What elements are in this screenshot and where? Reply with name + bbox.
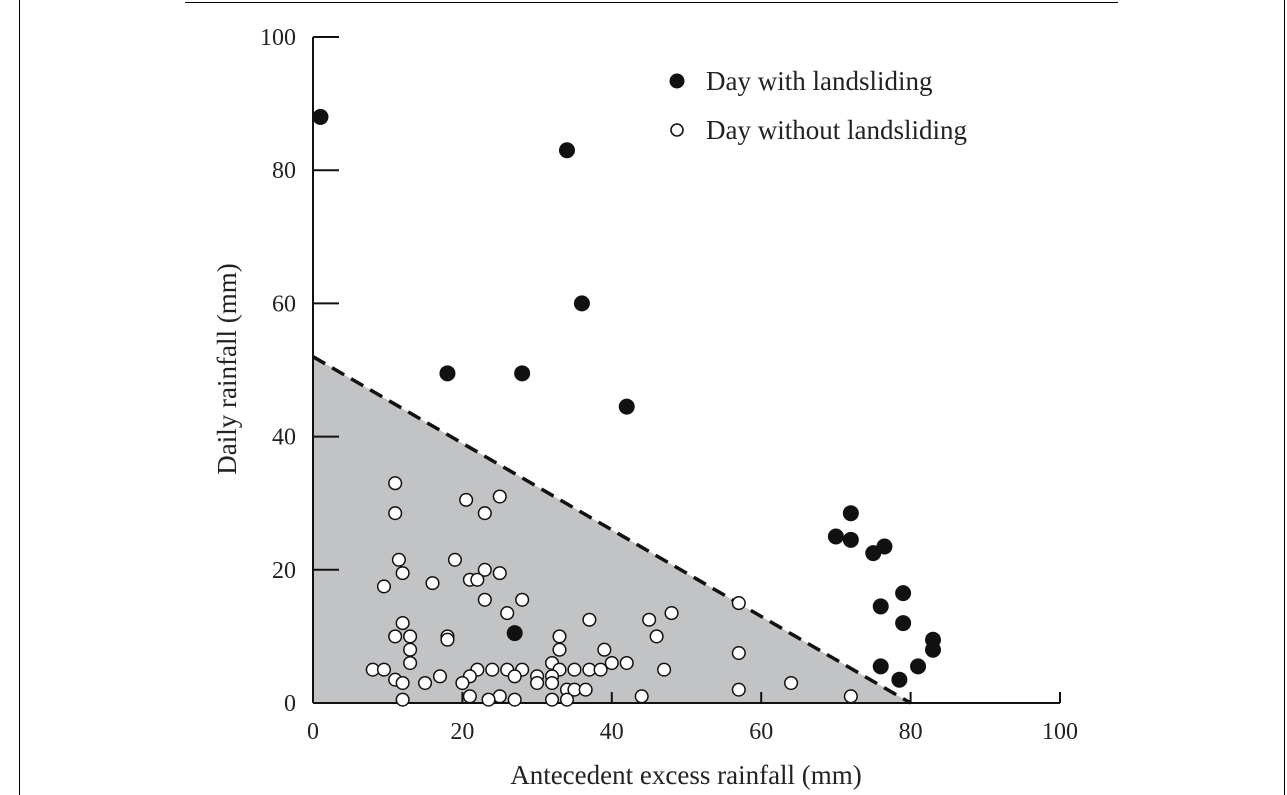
- y-axis-label: Daily rainfall (mm): [212, 263, 242, 474]
- no-landslide-day-point: [403, 629, 418, 644]
- landslide-day-point: [925, 641, 942, 658]
- no-landslide-day-point: [843, 689, 858, 704]
- no-landslide-day-point: [492, 489, 507, 504]
- landslide-day-point: [439, 365, 456, 382]
- no-landslide-day-point: [455, 675, 470, 691]
- x-tick-label: 60: [749, 719, 773, 745]
- landslide-day-point: [895, 615, 912, 632]
- no-landslide-day-point: [395, 566, 410, 581]
- no-landslide-day-point: [395, 616, 410, 631]
- no-landslide-day-point: [403, 655, 418, 671]
- legend-marker-landsliding: [669, 73, 685, 89]
- legend-label-no-landsliding: Day without landsliding: [706, 115, 967, 145]
- y-tick-label: 40: [272, 425, 296, 451]
- no-landslide-day-point: [425, 576, 440, 591]
- landslide-day-point: [842, 531, 859, 548]
- landslide-day-point: [910, 658, 927, 675]
- landslide-day-point: [842, 505, 859, 522]
- threshold-dashed-line: [312, 355, 912, 705]
- landslide-day-point: [514, 365, 531, 382]
- no-landslide-day-point: [432, 669, 448, 684]
- no-landslide-day-point: [657, 662, 672, 677]
- no-landslide-day-point: [391, 552, 406, 567]
- threshold-region-layer: [312, 355, 912, 705]
- data-points: [312, 108, 942, 707]
- y-tick-label: 100: [260, 25, 296, 51]
- no-landslide-day-point: [642, 612, 657, 627]
- no-landslide-day-point: [544, 675, 560, 691]
- landslide-day-point: [558, 142, 575, 159]
- no-landslide-day-point: [500, 606, 515, 621]
- no-landslide-day-point: [593, 662, 608, 677]
- x-tick-label: 40: [600, 719, 624, 745]
- y-tick-label: 80: [272, 158, 296, 184]
- x-tick-label: 100: [1042, 719, 1078, 745]
- legend-marker-no-landsliding: [670, 123, 684, 137]
- no-landslide-day-point: [388, 476, 403, 491]
- legend-label-landsliding: Day with landsliding: [706, 66, 932, 96]
- landslide-day-point: [872, 598, 889, 615]
- landslide-day-point: [865, 545, 882, 562]
- no-landslide-day-point: [477, 592, 492, 607]
- no-landslide-day-point: [507, 692, 522, 707]
- landslide-day-point: [827, 528, 844, 545]
- no-landslide-day-point: [395, 692, 410, 707]
- no-landslide-day-point: [731, 646, 746, 661]
- landslide-day-point: [872, 658, 889, 675]
- no-landslide-day-point: [619, 655, 634, 671]
- landslide-day-point: [895, 585, 912, 602]
- y-tick-label: 20: [272, 558, 296, 584]
- landslide-day-point: [891, 671, 908, 688]
- no-landslide-day-point: [418, 675, 433, 691]
- x-tick-label: 20: [450, 719, 474, 745]
- axes: 0 20 40 60 80 100 0 20 40 60 80 100: [260, 25, 1078, 745]
- no-landslide-day-point: [470, 572, 485, 587]
- no-landslide-day-point: [731, 682, 746, 697]
- no-landslide-day-point: [552, 642, 567, 657]
- landslide-day-point: [506, 625, 523, 642]
- no-landslide-day-point: [388, 629, 403, 644]
- no-landslide-day-point: [403, 642, 418, 657]
- x-tick-label: 0: [307, 719, 319, 745]
- no-landslide-day-point: [477, 506, 492, 521]
- no-landslide-day-point: [634, 689, 649, 704]
- no-landslide-day-point: [530, 675, 545, 691]
- no-landslide-day-point: [731, 596, 746, 611]
- y-tick-label: 0: [284, 691, 296, 717]
- no-landslide-day-point: [578, 682, 593, 697]
- no-landslide-day-point: [447, 552, 462, 567]
- x-axis-label: Antecedent excess rainfall (mm): [510, 760, 862, 790]
- no-landslide-day-point: [515, 592, 530, 607]
- landslide-day-point: [312, 108, 329, 125]
- no-landslide-day-point: [604, 655, 619, 671]
- landslide-day-point: [573, 295, 590, 312]
- no-landslide-day-point: [597, 642, 612, 657]
- no-landslide-day-point: [485, 662, 500, 677]
- y-tick-label: 60: [272, 291, 296, 317]
- no-landslide-day-point: [649, 629, 664, 644]
- no-landslide-day-point: [462, 689, 477, 704]
- x-tick-label: 80: [899, 719, 923, 745]
- no-landslide-day-point: [492, 566, 507, 581]
- no-landslide-day-point: [388, 506, 403, 521]
- no-landslide-day-point: [459, 492, 474, 507]
- no-landslide-day-point: [664, 606, 679, 621]
- no-landslide-day-point: [559, 692, 575, 707]
- no-landslide-day-point: [582, 612, 597, 627]
- no-landslide-day-point: [507, 669, 522, 684]
- no-landslide-day-point: [376, 662, 392, 677]
- legend: Day with landsliding Day without landsli…: [669, 66, 967, 145]
- no-landslide-day-point: [395, 675, 410, 691]
- no-landslide-day-point: [567, 662, 582, 677]
- no-landslide-day-point: [477, 562, 492, 577]
- no-landslide-day-point: [376, 579, 392, 594]
- no-landslide-day-point: [552, 629, 567, 644]
- no-landslide-day-point: [544, 692, 560, 707]
- landslide-day-point: [618, 398, 635, 415]
- no-landslide-day-point: [481, 692, 496, 707]
- no-landslide-day-point: [440, 632, 455, 647]
- no-landslide-day-point: [784, 675, 799, 691]
